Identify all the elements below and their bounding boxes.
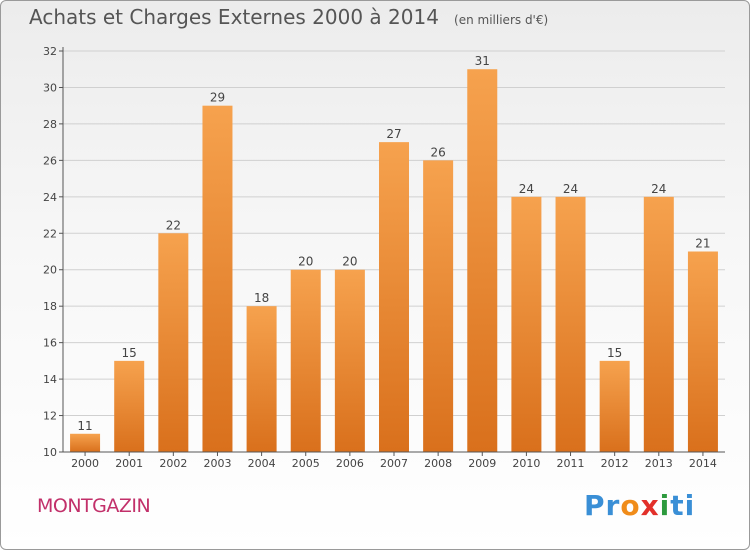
bar xyxy=(423,160,454,452)
data-label: 20 xyxy=(342,255,357,269)
data-label: 26 xyxy=(430,145,445,159)
x-tick-label: 2014 xyxy=(689,457,717,470)
data-label: 27 xyxy=(386,127,401,141)
data-label: 24 xyxy=(519,182,534,196)
y-tick-label: 26 xyxy=(43,154,57,167)
y-tick-label: 24 xyxy=(43,191,57,204)
data-label: 20 xyxy=(298,255,313,269)
bar xyxy=(643,196,674,452)
x-tick-label: 2005 xyxy=(292,457,320,470)
y-tick-label: 22 xyxy=(43,227,57,240)
logo-letter: r xyxy=(605,489,621,522)
x-tick-label: 2010 xyxy=(512,457,540,470)
x-tick-label: 2004 xyxy=(248,457,276,470)
x-tick-label: 2000 xyxy=(71,457,99,470)
bar xyxy=(158,233,189,452)
data-label: 21 xyxy=(695,237,710,251)
bar xyxy=(70,433,101,452)
data-label: 15 xyxy=(122,346,137,360)
x-tick-label: 2001 xyxy=(115,457,143,470)
data-label: 22 xyxy=(166,218,181,232)
data-label: 24 xyxy=(563,182,578,196)
logo-letter: x xyxy=(640,489,660,522)
logo-letter: P xyxy=(584,489,606,522)
bars xyxy=(70,69,718,453)
proxiti-logo: Proxiti xyxy=(584,489,695,522)
x-tick-label: 2002 xyxy=(159,457,187,470)
x-tick-label: 2011 xyxy=(557,457,585,470)
data-label: 31 xyxy=(475,54,490,68)
chart-title: Achats et Charges Externes 2000 à 2014 (… xyxy=(29,5,548,29)
logo-letter: i xyxy=(659,489,671,522)
x-tick-label: 2008 xyxy=(424,457,452,470)
bar xyxy=(555,196,586,452)
bar xyxy=(290,269,321,452)
x-tick-label: 2013 xyxy=(645,457,673,470)
y-tick-label: 10 xyxy=(43,446,57,459)
x-tick-label: 2007 xyxy=(380,457,408,470)
x-tick-label: 2006 xyxy=(336,457,364,470)
logo-letter: o xyxy=(620,489,641,522)
bar xyxy=(687,251,718,452)
chart-title-unit: (en milliers d'€) xyxy=(454,13,549,27)
data-label: 18 xyxy=(254,291,269,305)
commune-name: MONTGAZIN xyxy=(37,495,151,517)
bar xyxy=(467,69,498,453)
bar xyxy=(202,105,233,452)
bar xyxy=(379,142,409,453)
data-labels: 11 15 22 29 18 20 20 27 26 31 24 24 15 24 21 xyxy=(77,54,710,433)
bar xyxy=(334,269,365,452)
y-tick-label: 20 xyxy=(43,264,57,277)
bar xyxy=(599,360,630,452)
y-tick-label: 28 xyxy=(43,118,57,131)
y-tick-label: 18 xyxy=(43,300,57,313)
y-tick-label: 30 xyxy=(43,81,57,94)
x-tick-label: 2009 xyxy=(468,457,496,470)
bar xyxy=(246,306,277,452)
data-label: 15 xyxy=(607,346,622,360)
y-tick-label: 32 xyxy=(43,45,57,58)
x-tick-label: 2012 xyxy=(601,457,629,470)
y-tick-label: 14 xyxy=(43,373,57,386)
logo-letter: t xyxy=(670,489,685,522)
logo-letter: i xyxy=(684,489,696,522)
chart-title-main: Achats et Charges Externes 2000 à 2014 xyxy=(29,5,439,29)
x-tick-label: 2003 xyxy=(203,457,231,470)
bar xyxy=(511,196,542,452)
data-label: 24 xyxy=(651,182,666,196)
axes: 10 12 14 16 18 20 22 24 26 28 30 32 2000 2001 2002 2003… xyxy=(43,45,725,470)
y-tick-label: 12 xyxy=(43,410,57,423)
y-tick-label: 16 xyxy=(43,337,57,350)
data-label: 29 xyxy=(210,91,225,105)
data-label: 11 xyxy=(77,419,92,433)
bar xyxy=(114,360,145,452)
